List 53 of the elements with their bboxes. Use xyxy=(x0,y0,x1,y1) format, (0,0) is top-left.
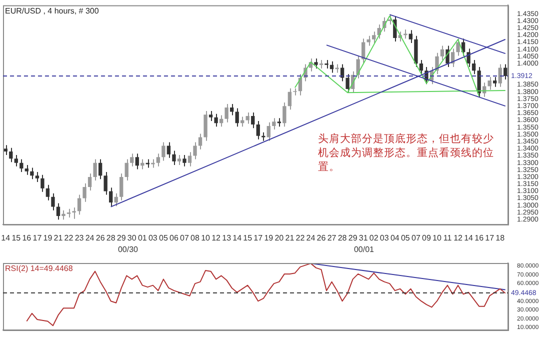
text: 00/01 xyxy=(354,245,375,254)
x-tick-label: 16 xyxy=(22,233,32,242)
x-tick-label: 26 xyxy=(316,233,326,242)
x-tick-label: 17 xyxy=(254,233,264,242)
x-tick-label: 24 xyxy=(85,233,95,242)
x-tick-label: 12 xyxy=(212,233,222,242)
x-tick-label: 15 xyxy=(12,233,22,242)
text: 00/30 xyxy=(118,245,139,254)
x-tick-label: 21 xyxy=(54,233,64,242)
chart-title: EUR/USD , 4 hours, # 300 xyxy=(5,6,100,16)
x-tick-label: 27 xyxy=(327,233,337,242)
x-tick-label: 14 xyxy=(464,233,474,242)
x-tick-label: 10 xyxy=(432,233,442,242)
x-tick-label: 20 xyxy=(274,233,284,242)
annotation: 头肩大部分是顶底形态，但也有较少机会成为调整形态。重点看颈线的位置。 xyxy=(318,132,494,174)
x-tick-label: 02 xyxy=(369,233,379,242)
x-tick-label: 04 xyxy=(390,233,400,242)
x-tick-label: 03 xyxy=(148,233,158,242)
x-tick-label: 31 xyxy=(358,233,368,242)
x-tick-label: 07 xyxy=(180,233,190,242)
x-tick-label: 29 xyxy=(116,233,126,242)
x-tick-label: 26 xyxy=(96,233,106,242)
x-tick-label: 17 xyxy=(485,233,495,242)
x-tick-label: 10 xyxy=(201,233,211,242)
x-tick-label: 05 xyxy=(158,233,168,242)
chart-title: RSI(2) 14=49.4468 xyxy=(5,264,74,274)
x-tick-label: 03 xyxy=(380,233,390,242)
x-tick-label: 01 xyxy=(138,233,148,242)
x-tick-label: 07 xyxy=(411,233,421,242)
x-tick-label: 09 xyxy=(422,233,432,242)
x-tick-label: 05 xyxy=(400,233,410,242)
x-tick-label: 18 xyxy=(496,233,506,242)
x-tick-label: 28 xyxy=(106,233,116,242)
x-tick-label: 17 xyxy=(32,233,42,242)
x-tick-label: 29 xyxy=(348,233,358,242)
x-tick-label: 28 xyxy=(338,233,348,242)
x-tick-label: 06 xyxy=(170,233,179,242)
x-tick-label: 11 xyxy=(443,233,452,242)
x-tick-label: 21 xyxy=(285,233,295,242)
x-tick-label: 14 xyxy=(1,233,11,242)
x-tick-label: 08 xyxy=(190,233,200,242)
x-tick-label: 19 xyxy=(264,233,274,242)
x-tick-label: 22 xyxy=(64,233,74,242)
x-tick-label: 15 xyxy=(243,233,253,242)
x-tick-label: 30 xyxy=(127,233,137,242)
x-tick-label: 23 xyxy=(74,233,84,242)
x-tick-label: 22 xyxy=(296,233,306,242)
x-tick-label: 24 xyxy=(306,233,316,242)
x-tick-label: 12 xyxy=(454,233,464,242)
x-tick-label: 16 xyxy=(474,233,484,242)
x-tick-label: 14 xyxy=(232,233,242,242)
x-tick-label: 19 xyxy=(43,233,53,242)
x-tick-label: 13 xyxy=(222,233,232,242)
